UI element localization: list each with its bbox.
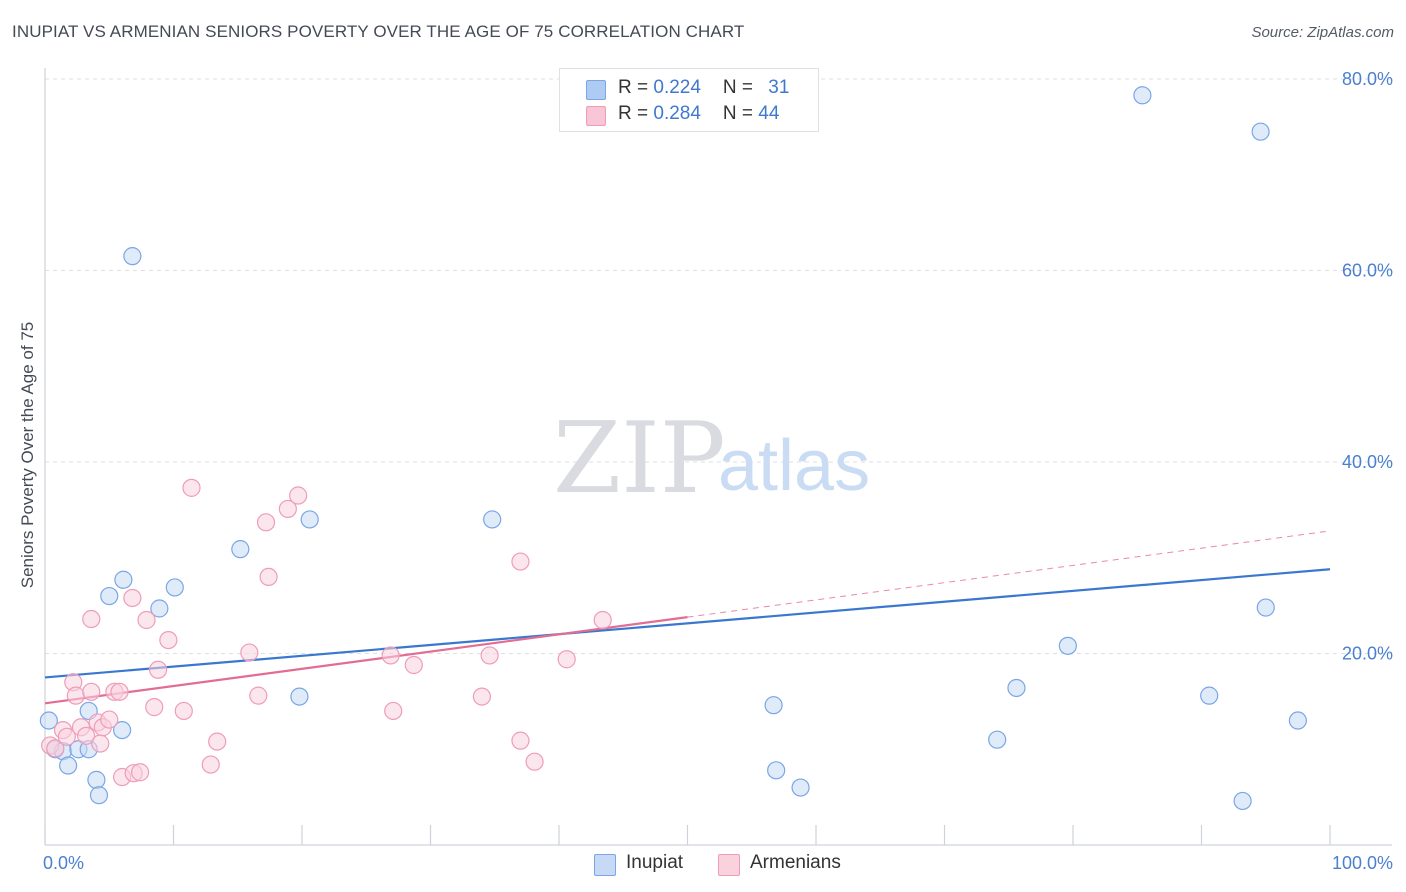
- watermark-zip: ZIP: [553, 402, 726, 516]
- point-inupiat: [1058, 636, 1077, 655]
- point-inupiat: [89, 786, 109, 805]
- point-inupiat: [1233, 791, 1252, 811]
- point-inupiat: [791, 778, 810, 797]
- point-armenians: [240, 643, 259, 662]
- point-inupiat: [59, 756, 78, 775]
- y-tick-label: 60.0%: [1342, 261, 1393, 281]
- x-tick-label: 100.0%: [1332, 853, 1393, 873]
- point-armenians: [278, 499, 297, 519]
- point-inupiat: [114, 570, 133, 589]
- point-armenians: [174, 701, 193, 721]
- point-armenians: [404, 655, 423, 675]
- point-armenians: [110, 682, 129, 701]
- point-armenians: [91, 734, 110, 753]
- point-armenians: [57, 727, 76, 746]
- point-inupiat: [123, 247, 142, 266]
- bottom-legend-label-inupiat: Inupiat: [626, 852, 684, 873]
- axes: [44, 68, 1392, 846]
- point-inupiat: [764, 696, 783, 715]
- x-tick-label: 0.0%: [43, 853, 84, 873]
- bottom-legend-swatch-inupiat: [594, 854, 616, 876]
- point-inupiat: [290, 687, 309, 706]
- point-inupiat: [1007, 678, 1026, 698]
- point-armenians: [208, 732, 227, 751]
- point-armenians: [256, 513, 276, 532]
- point-armenians: [480, 646, 499, 665]
- point-armenians: [145, 698, 164, 717]
- point-armenians: [159, 630, 178, 650]
- trend-lines: [44, 530, 1331, 705]
- point-armenians: [123, 588, 142, 608]
- point-armenians: [77, 726, 96, 745]
- point-armenians: [82, 682, 101, 701]
- point-inupiat: [1256, 598, 1275, 617]
- point-armenians: [201, 755, 220, 774]
- point-inupiat: [300, 510, 319, 529]
- watermark-atlas: atlas: [718, 426, 870, 506]
- point-armenians: [46, 739, 65, 758]
- point-armenians: [182, 478, 201, 497]
- legend-swatch-armenians: [586, 106, 606, 126]
- point-armenians: [100, 710, 119, 729]
- point-armenians: [384, 701, 403, 721]
- trend-line-inupiat: [44, 568, 1331, 679]
- legend-stats-armenians: R = 0.284 N = 44: [618, 103, 780, 124]
- data-points: [39, 86, 1307, 811]
- bottom-legend-label-armenians: Armenians: [750, 852, 841, 873]
- trend-line-armenians: [44, 616, 688, 705]
- point-armenians: [148, 660, 168, 679]
- legend-box: R = 0.224 N = 31 R = 0.284 N = 44: [559, 68, 819, 132]
- tick-labels: 20.0% 40.0% 60.0% 80.0% 0.0% 100.0%: [43, 69, 1393, 873]
- y-tick-label: 20.0%: [1342, 644, 1393, 664]
- point-inupiat: [1288, 711, 1307, 730]
- point-armenians: [472, 687, 491, 706]
- source-credit: Source: ZipAtlas.com: [1251, 24, 1394, 41]
- point-armenians: [593, 610, 612, 630]
- point-inupiat: [767, 761, 786, 780]
- point-inupiat: [39, 711, 58, 730]
- watermark: ZIP atlas: [553, 402, 870, 516]
- point-armenians: [511, 731, 530, 750]
- point-armenians: [137, 610, 156, 630]
- point-inupiat: [1200, 686, 1219, 705]
- legend-stats-inupiat: R = 0.224 N = 31: [618, 77, 790, 98]
- point-inupiat: [483, 510, 502, 529]
- point-inupiat: [100, 586, 119, 606]
- point-armenians: [511, 552, 530, 571]
- point-armenians: [249, 686, 268, 705]
- point-inupiat: [1251, 122, 1270, 141]
- point-armenians: [381, 646, 400, 665]
- chart-title: INUPIAT VS ARMENIAN SENIORS POVERTY OVER…: [12, 22, 745, 41]
- point-inupiat: [1133, 86, 1152, 105]
- bottom-legend-swatch-armenians: [718, 854, 740, 876]
- point-inupiat: [231, 540, 250, 559]
- y-tick-label: 80.0%: [1342, 69, 1393, 89]
- point-armenians: [557, 650, 576, 669]
- y-tick-label: 40.0%: [1342, 452, 1393, 472]
- legend-swatch-inupiat: [586, 80, 606, 100]
- gridlines: [45, 78, 1392, 654]
- point-inupiat: [150, 599, 169, 618]
- point-armenians: [289, 486, 308, 505]
- point-armenians: [525, 752, 544, 771]
- point-inupiat: [112, 720, 132, 740]
- point-armenians: [130, 763, 150, 782]
- trend-line-extension-armenians: [687, 530, 1331, 618]
- point-armenians: [82, 609, 101, 629]
- point-inupiat: [988, 730, 1007, 749]
- point-inupiat: [165, 578, 184, 597]
- point-inupiat: [87, 770, 106, 789]
- point-armenians: [66, 686, 85, 705]
- point-armenians: [259, 567, 278, 587]
